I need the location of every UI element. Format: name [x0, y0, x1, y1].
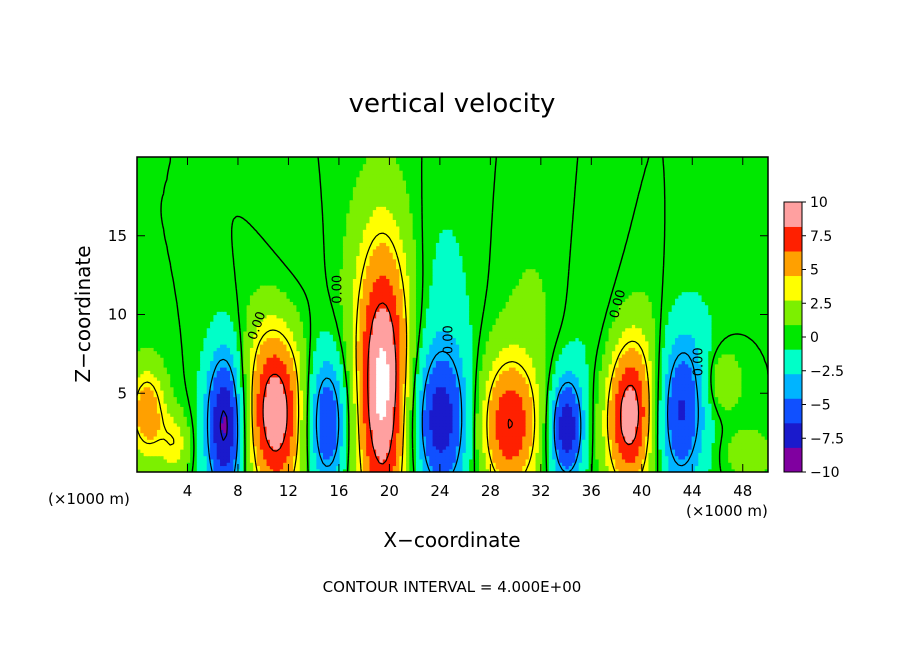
heatmap-field — [137, 157, 769, 473]
chart-title: vertical velocity — [349, 89, 556, 119]
